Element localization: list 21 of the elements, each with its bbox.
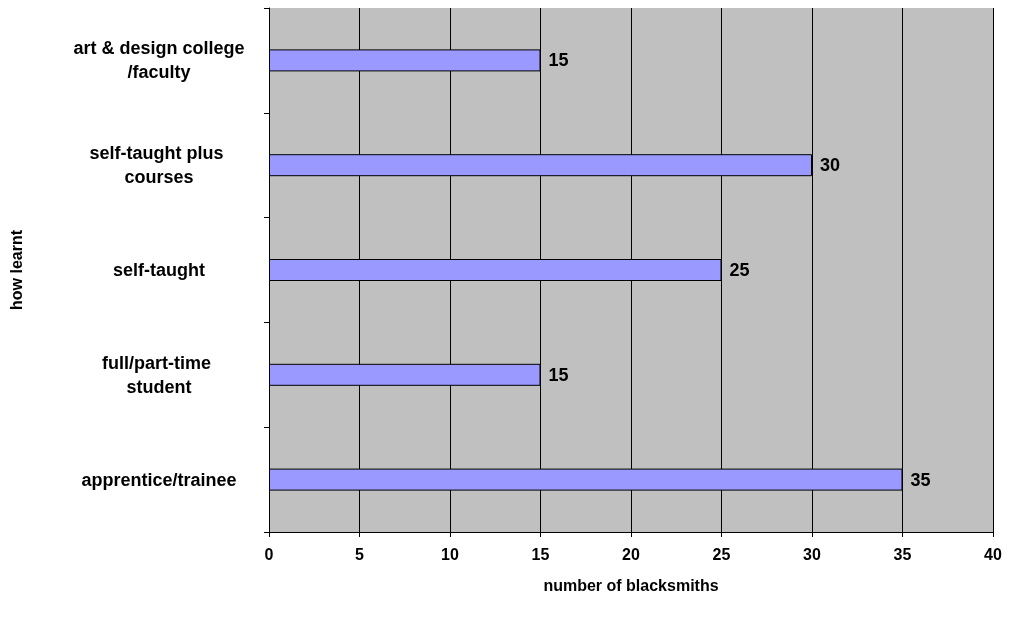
x-tick-label: 30 bbox=[803, 545, 821, 563]
y-axis-title: how learnt bbox=[7, 229, 25, 311]
x-tick-label: 15 bbox=[531, 545, 550, 563]
y-tick-label: apprentice/trainee bbox=[81, 469, 237, 490]
y-tick-label: full/part-time student bbox=[101, 352, 217, 397]
data-label: 15 bbox=[548, 50, 569, 71]
y-tick-label: self-taught plus courses bbox=[89, 143, 229, 188]
data-label: 15 bbox=[548, 364, 569, 385]
x-tick-label: 20 bbox=[622, 545, 640, 563]
x-axis-title: number of blacksmiths bbox=[543, 576, 719, 594]
data-label: 35 bbox=[910, 469, 931, 490]
x-tick-label: 0 bbox=[264, 545, 274, 563]
y-tick-label: self-taught bbox=[113, 260, 205, 280]
x-tick-label: 40 bbox=[984, 545, 1002, 563]
x-tick-label: 5 bbox=[355, 545, 365, 563]
y-tick-label: art & design college/faculty bbox=[73, 38, 245, 83]
x-tick-label: 10 bbox=[441, 545, 459, 563]
data-label: 30 bbox=[820, 155, 841, 176]
x-tick-label: 35 bbox=[893, 545, 912, 563]
data-label: 25 bbox=[729, 260, 750, 280]
x-tick-label: 25 bbox=[712, 545, 731, 563]
